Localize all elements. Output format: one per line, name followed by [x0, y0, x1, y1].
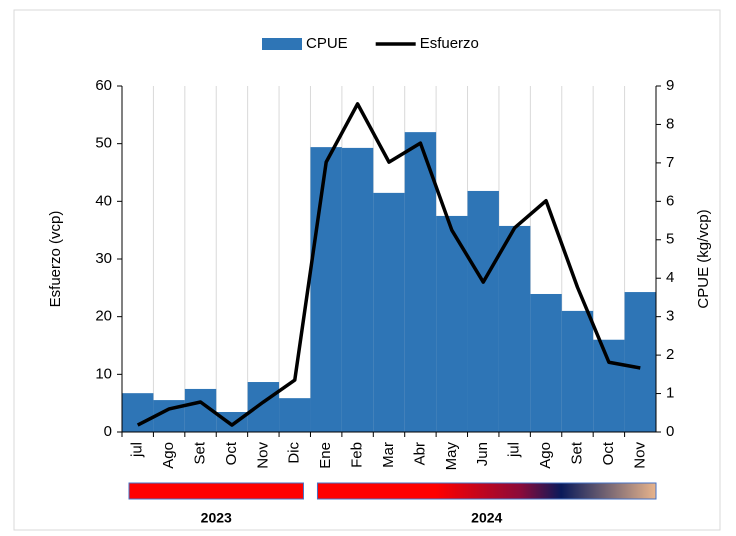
x-tick-label: Set [568, 441, 585, 464]
bar [467, 190, 499, 432]
x-tick-label: Ago [537, 442, 554, 469]
x-tick-label: Dic [286, 442, 303, 464]
bar [624, 292, 656, 432]
period-label: 2023 [201, 510, 232, 526]
y-tick-label: 10 [95, 365, 112, 382]
legend-label: CPUE [306, 35, 348, 52]
y2-tick-label: 7 [666, 154, 674, 171]
x-tick-label: Abr [411, 442, 428, 465]
bar [593, 339, 625, 432]
bar [247, 382, 280, 432]
bar [404, 132, 437, 432]
y-tick-label: 0 [104, 423, 112, 440]
legend-swatch [262, 38, 302, 50]
bar [310, 147, 342, 433]
x-tick-label: May [443, 442, 460, 471]
x-tick-label: jul [129, 442, 146, 458]
x-tick-label: Jun [474, 442, 491, 466]
y-tick-label: 40 [95, 192, 112, 209]
y-tick-label: 30 [95, 250, 112, 267]
x-tick-label: Ene [317, 442, 334, 469]
x-tick-label: Nov [631, 442, 648, 469]
bar [498, 225, 531, 432]
x-tick-label: Mar [380, 442, 397, 468]
bar [373, 192, 405, 432]
y2-axis-label: CPUE (kg/vcp) [695, 209, 712, 308]
bar [279, 398, 311, 432]
y2-tick-label: 2 [666, 346, 674, 363]
period-label: 2024 [471, 510, 502, 526]
x-tick-label: Feb [349, 442, 366, 468]
bar [436, 215, 468, 432]
y-tick-label: 50 [95, 135, 112, 152]
x-tick-label: Oct [223, 441, 240, 465]
y-axis-label: Esfuerzo (vcp) [47, 211, 64, 308]
y-tick-label: 60 [95, 77, 112, 94]
x-tick-label: Set [191, 441, 208, 464]
y2-tick-label: 5 [666, 231, 674, 248]
y2-tick-label: 6 [666, 192, 674, 209]
bar [341, 147, 374, 432]
bar [530, 293, 562, 432]
x-tick-label: Nov [254, 442, 271, 469]
y2-tick-label: 9 [666, 77, 674, 94]
y2-tick-label: 3 [666, 308, 674, 325]
bar [216, 412, 248, 432]
y2-tick-label: 8 [666, 115, 674, 132]
y-tick-label: 20 [95, 308, 112, 325]
period-bar [316, 482, 657, 500]
bar [561, 310, 594, 432]
legend-label: Esfuerzo [420, 35, 479, 52]
x-tick-label: jul [506, 442, 523, 458]
x-tick-label: Oct [600, 441, 617, 465]
y2-tick-label: 1 [666, 385, 674, 402]
period-bar [128, 482, 304, 500]
line [136, 102, 641, 427]
bar [122, 393, 154, 432]
y2-tick-label: 0 [666, 423, 674, 440]
y2-tick-label: 4 [666, 269, 674, 286]
x-tick-label: Ago [160, 442, 177, 469]
